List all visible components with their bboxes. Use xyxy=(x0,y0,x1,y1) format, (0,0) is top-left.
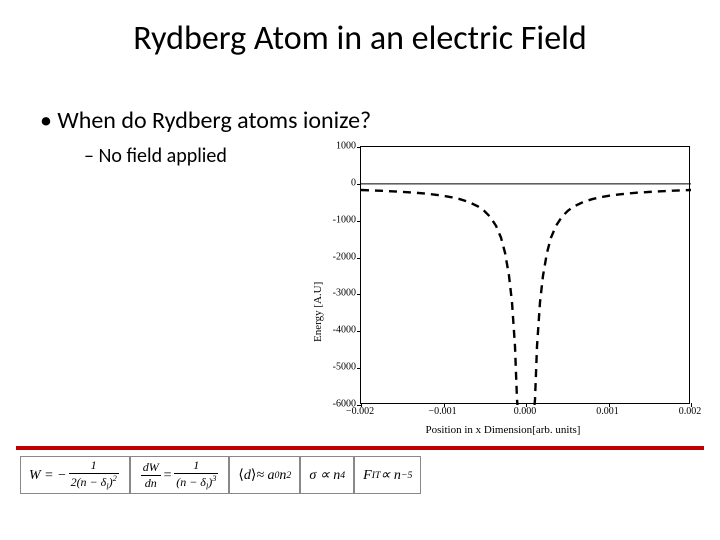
formula-text: W = − xyxy=(29,468,67,484)
sup: −5 xyxy=(401,470,413,481)
formula-energy: W = − 1 2(n − δl)2 xyxy=(20,456,130,494)
sup: 3 xyxy=(212,474,216,483)
x-axis-label: Position in x Dimension[arb. units] xyxy=(306,424,700,436)
d-var: d xyxy=(244,468,251,483)
divider-bar xyxy=(16,446,704,450)
ytick-label: -3000 xyxy=(316,288,356,299)
numerator: dW xyxy=(141,461,161,474)
den-text: (n − δ xyxy=(176,475,206,489)
ytick-label: 1000 xyxy=(316,141,356,152)
n-var: n xyxy=(279,468,286,484)
eq: = xyxy=(163,468,172,484)
formula-dipole: d ≈ a0n2 xyxy=(229,456,300,494)
fraction-bar xyxy=(69,473,119,474)
sub: IT xyxy=(372,470,381,481)
prop-text: ∝ n xyxy=(380,467,401,484)
potential-curve-left xyxy=(361,190,518,405)
ytick-label: -4000 xyxy=(316,325,356,336)
ytick-mark xyxy=(357,294,361,295)
ytick-mark xyxy=(357,221,361,222)
denominator: dn xyxy=(143,477,159,490)
plot-area xyxy=(360,146,690,404)
den-text: 2(n − δ xyxy=(71,475,107,489)
xtick-label: −0.001 xyxy=(428,406,456,417)
ytick-label: 0 xyxy=(316,177,356,188)
ytick-label: -5000 xyxy=(316,362,356,373)
denominator: (n − δl)3 xyxy=(174,475,218,492)
fraction: 1 (n − δl)3 xyxy=(174,459,218,492)
formula-text: σ ∝ n xyxy=(309,467,340,484)
formula-field-ionization: FIT ∝ n−5 xyxy=(354,456,421,494)
fraction: dW dn xyxy=(141,461,161,489)
sup: 2 xyxy=(286,470,291,481)
numerator: 1 xyxy=(191,459,201,472)
formula-derivative: dW dn = 1 (n − δl)3 xyxy=(130,456,230,494)
formula-cross-section: σ ∝ n4 xyxy=(300,456,354,494)
ytick-mark xyxy=(357,258,361,259)
ytick-mark xyxy=(357,184,361,185)
xtick-label: 0.000 xyxy=(514,406,537,417)
numerator: 1 xyxy=(89,459,99,472)
ytick-mark xyxy=(357,368,361,369)
bullet-level-2: No field applied xyxy=(84,144,227,168)
xtick-label: 0.002 xyxy=(679,406,702,417)
potential-curve-right xyxy=(535,190,692,405)
ytick-label: -1000 xyxy=(316,214,356,225)
fraction: 1 2(n − δl)2 xyxy=(69,459,119,492)
sup: 2 xyxy=(113,474,117,483)
F-var: F xyxy=(363,468,372,484)
bullet-level-1: When do Rydberg atoms ionize? xyxy=(40,106,371,135)
chart-svg xyxy=(361,147,691,405)
ytick-label: -2000 xyxy=(316,251,356,262)
ytick-mark xyxy=(357,331,361,332)
ytick-mark xyxy=(357,147,361,148)
angle-bracket: d xyxy=(238,467,256,484)
sup: 4 xyxy=(340,470,345,481)
denominator: 2(n − δl)2 xyxy=(69,475,119,492)
formula-row: W = − 1 2(n − δl)2 dW dn = 1 (n − δl)3 d… xyxy=(20,456,421,494)
xtick-label: −0.002 xyxy=(346,406,374,417)
approx-text: ≈ a xyxy=(256,468,274,484)
page-title: Rydberg Atom in an electric Field xyxy=(0,18,720,59)
energy-vs-position-chart: Energy [A.U] 1000 0 -1000 -2000 -3000 -4… xyxy=(306,134,700,440)
xtick-label: 0.001 xyxy=(596,406,619,417)
